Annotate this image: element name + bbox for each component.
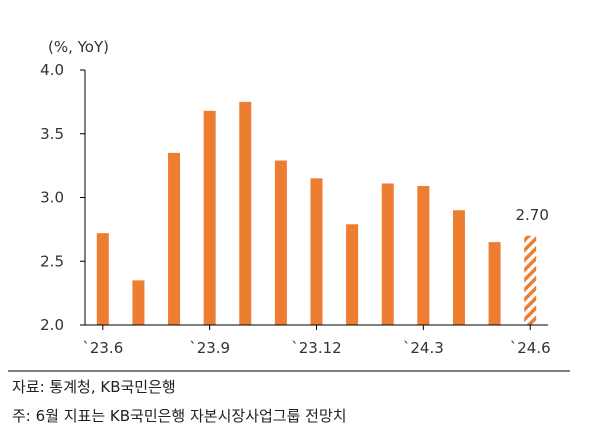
x-tick-label: `23.6 [82,339,123,357]
bar [381,183,394,325]
forecast-bar [524,235,537,325]
y-tick-label: 3.0 [40,189,64,207]
x-tick-label: `24.6 [510,339,551,357]
y-tick-label: 2.0 [40,316,64,334]
source-note: 자료: 통계청, KB국민은행 [12,378,176,396]
bar [96,233,109,325]
y-tick-label: 2.5 [40,252,64,270]
x-tick-label: `24.3 [403,339,444,357]
x-tick-label: `23.12 [291,339,341,357]
bar [452,210,465,325]
bar [168,152,181,325]
y-unit-label: (%, YoY) [48,38,109,56]
bar [239,101,252,325]
bar [417,186,430,325]
bars [96,101,537,325]
bar [346,224,359,325]
bar-chart: (%, YoY) 2.0 2.5 3.0 3.5 4.0 `23.6 `23.9 `23.1… [40,38,551,357]
y-axis: 2.0 2.5 3.0 3.5 4.0 [40,61,86,334]
bar [132,280,145,325]
x-axis: `23.6 `23.9 `23.12 `24.3 `24.6 [82,324,551,357]
bar [310,178,323,325]
bar [274,160,287,325]
forecast-value-label: 2.70 [515,206,548,224]
y-tick-label: 4.0 [40,61,64,79]
x-tick-label: `23.9 [189,339,230,357]
source-divider [8,370,570,372]
bar [488,242,501,325]
bar [203,110,216,325]
y-tick-label: 3.5 [40,125,64,143]
forecast-footnote: 주: 6월 지표는 KB국민은행 자본시장사업그룹 전망치 [12,407,347,425]
